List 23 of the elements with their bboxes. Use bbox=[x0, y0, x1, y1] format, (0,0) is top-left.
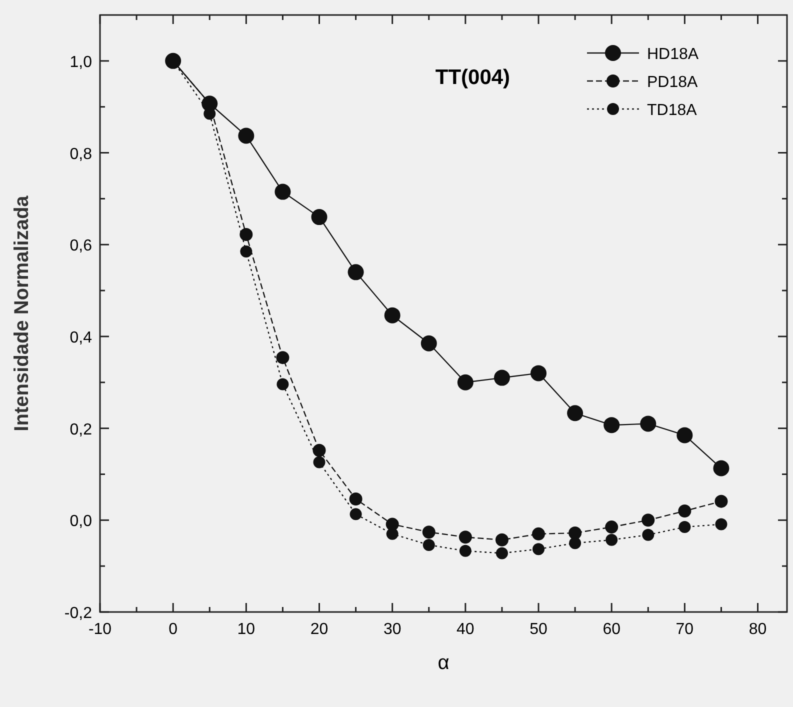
x-tick-label: -10 bbox=[88, 621, 112, 638]
legend-label: HD18A bbox=[647, 46, 699, 63]
y-tick-label: 0,8 bbox=[70, 146, 92, 163]
x-tick-label: 80 bbox=[748, 621, 767, 638]
legend-label: PD18A bbox=[647, 74, 698, 91]
y-tick-label: 0,4 bbox=[70, 329, 92, 346]
y-tick-label: -0,2 bbox=[64, 605, 92, 622]
x-tick-label: 70 bbox=[676, 621, 694, 638]
x-tick-label: 40 bbox=[456, 621, 474, 638]
y-tick-label: 1,0 bbox=[70, 54, 92, 71]
x-tick-label: 10 bbox=[237, 621, 256, 638]
legend-label: TD18A bbox=[647, 102, 698, 119]
x-tick-label: 0 bbox=[168, 621, 178, 638]
x-tick-label: 20 bbox=[310, 621, 328, 638]
y-tick-label: 0,2 bbox=[70, 421, 92, 438]
y-axis-title: Intensidade Normalizada bbox=[11, 194, 33, 432]
y-tick-label: 0,6 bbox=[70, 238, 92, 255]
x-tick-label: 50 bbox=[530, 621, 548, 638]
text: TT(004) bbox=[435, 66, 510, 89]
x-tick-label: 60 bbox=[602, 621, 621, 638]
y-tick-label: 0,0 bbox=[70, 513, 92, 530]
x-tick-label: 30 bbox=[383, 621, 402, 638]
x-axis-title: α bbox=[438, 652, 450, 674]
